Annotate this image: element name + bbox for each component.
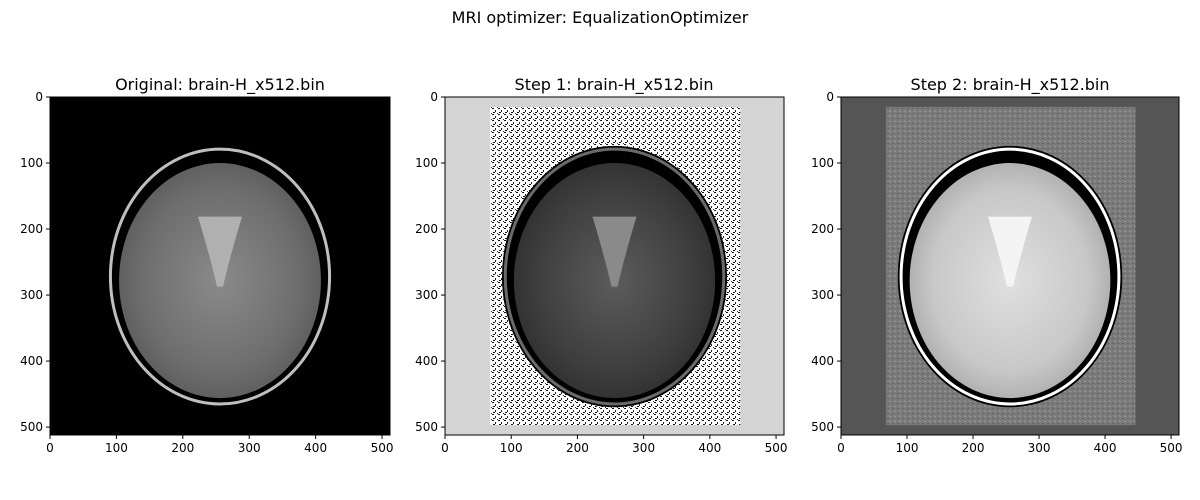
y-tick-label-step2-2: 200 (811, 222, 834, 236)
y-tick-label-step2-1: 100 (811, 156, 834, 170)
y-tick-label-step2-5: 500 (811, 420, 834, 434)
skull-ring-original (108, 147, 332, 406)
axes-frame-step1 (444, 96, 785, 436)
y-tick-label-original-5: 500 (20, 420, 43, 434)
y-tick-label-step2-0: 0 (826, 90, 834, 104)
x-tick-label-original-4: 400 (304, 441, 327, 455)
x-tick-label-step1-5: 500 (765, 441, 788, 455)
axes-frame-step2 (840, 96, 1180, 436)
axes-frame-original (49, 96, 391, 436)
x-tick-label-step1-0: 0 (441, 441, 449, 455)
x-tick-label-step2-5: 500 (1160, 441, 1183, 455)
ventricle-original (198, 216, 242, 287)
x-tick-label-step1-2: 200 (566, 441, 589, 455)
figure-suptitle: MRI optimizer: EqualizationOptimizer (451, 8, 749, 27)
x-tick-label-step2-4: 400 (1094, 441, 1117, 455)
ventricle-step2 (988, 216, 1032, 287)
y-tick-label-step1-1: 100 (415, 156, 438, 170)
x-tick-label-step1-4: 400 (698, 441, 721, 455)
ventricle-step1 (592, 216, 637, 287)
x-tick-label-step1-1: 100 (500, 441, 523, 455)
x-tick-label-original-1: 100 (105, 441, 128, 455)
x-tick-label-original-5: 500 (371, 441, 394, 455)
panel-title-step2: Step 2: brain-H_x512.bin (910, 75, 1110, 94)
x-tick-label-step2-3: 300 (1028, 441, 1051, 455)
y-tick-label-original-4: 400 (20, 354, 43, 368)
y-tick-label-step1-5: 500 (415, 420, 438, 434)
x-tick-label-step1-3: 300 (632, 441, 655, 455)
y-tick-label-step1-2: 200 (415, 222, 438, 236)
y-tick-label-original-1: 100 (20, 156, 43, 170)
x-tick-label-original-3: 300 (238, 441, 261, 455)
x-tick-label-step2-2: 200 (962, 441, 985, 455)
x-tick-label-original-0: 0 (46, 441, 54, 455)
x-tick-label-step2-1: 100 (896, 441, 919, 455)
x-tick-label-step2-0: 0 (837, 441, 845, 455)
y-tick-label-original-0: 0 (35, 90, 43, 104)
y-tick-label-step2-4: 400 (811, 354, 834, 368)
x-tick-label-original-2: 200 (171, 441, 194, 455)
y-tick-label-original-3: 300 (20, 288, 43, 302)
y-tick-label-original-2: 200 (20, 222, 43, 236)
y-tick-label-step1-3: 300 (415, 288, 438, 302)
y-tick-label-step2-3: 300 (811, 288, 834, 302)
skull-ring-step1 (503, 147, 726, 406)
skull-ring-step2 (899, 147, 1121, 406)
y-tick-label-step1-0: 0 (430, 90, 438, 104)
panel-title-original: Original: brain-H_x512.bin (115, 75, 325, 94)
y-tick-label-step1-4: 400 (415, 354, 438, 368)
panel-title-step1: Step 1: brain-H_x512.bin (514, 75, 714, 94)
